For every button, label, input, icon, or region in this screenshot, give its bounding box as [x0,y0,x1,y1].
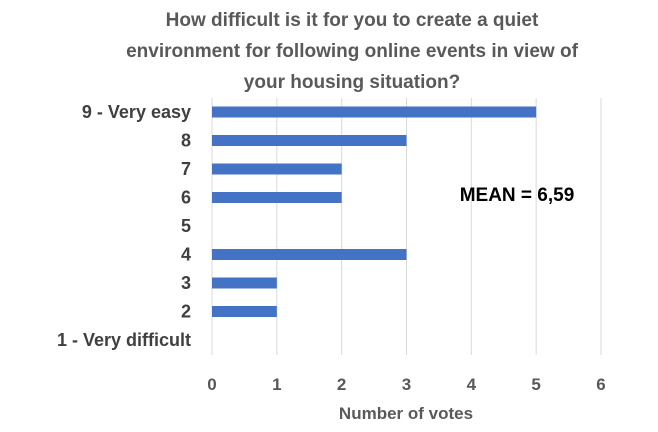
category-label-3: 6 [181,188,191,208]
category-label-1: 8 [181,131,191,151]
bar-5 [212,249,407,260]
x-tick-label-0: 0 [207,375,216,394]
bars [212,106,537,317]
category-label-7: 2 [181,302,191,322]
mean-annotation: MEAN = 6,59 [460,185,575,206]
bar-7 [212,306,277,317]
category-label-5: 4 [181,245,191,265]
chart-title-line-3: your housing situation? [244,72,460,93]
chart-title: How difficult is it for you to create a … [126,10,578,93]
chart-title-line-2: environment for following online events … [126,41,578,62]
category-label-0: 9 - Very easy [82,102,191,122]
bar-2 [212,163,342,175]
bar-0 [212,106,537,118]
bar-1 [212,135,407,146]
bar-6 [212,277,277,289]
category-label-2: 7 [181,159,191,179]
category-label-6: 3 [181,273,191,293]
x-tick-label-2: 2 [337,375,346,394]
bar-3 [212,192,342,203]
x-tick-label-1: 1 [272,375,281,394]
x-tick-label-4: 4 [467,375,477,394]
category-label-8: 1 - Very difficult [57,330,191,350]
x-tick-label-3: 3 [402,375,411,394]
category-labels: 9 - Very easy 8 7 6 5 4 3 2 1 - Very difficult [57,102,191,350]
category-label-4: 5 [181,216,191,236]
chart-title-line-1: How difficult is it for you to create a … [166,10,539,31]
x-tick-label-5: 5 [531,375,540,394]
x-tick-label-6: 6 [596,375,605,394]
x-axis-title: Number of votes [339,404,473,423]
x-tick-labels: 0 1 2 3 4 5 6 [207,375,605,394]
